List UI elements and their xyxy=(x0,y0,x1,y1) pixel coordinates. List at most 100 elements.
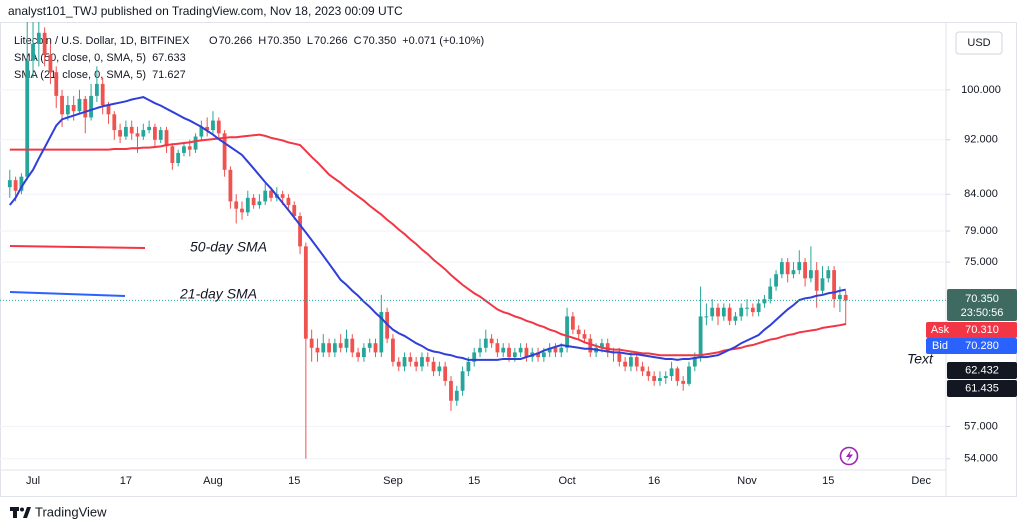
candle-body xyxy=(460,371,465,391)
y-tick-label: 75.000 xyxy=(964,256,998,268)
candle-body xyxy=(553,347,558,353)
y-tick-label: 100.000 xyxy=(961,84,1001,96)
candle-body xyxy=(60,95,64,115)
annotation-sma50: 50-day SMA xyxy=(190,239,267,255)
candle-body xyxy=(94,83,99,96)
candle-body xyxy=(414,361,419,367)
x-tick-label: Dec xyxy=(911,475,931,487)
candle-body xyxy=(437,366,442,372)
candle-body xyxy=(367,343,372,348)
candle-body xyxy=(391,338,395,362)
last-price: 70.350 xyxy=(965,293,999,305)
candle-body xyxy=(512,352,517,358)
legend-ohlc-value: 70.266 xyxy=(314,35,348,47)
candle-body xyxy=(582,334,587,339)
candle-body xyxy=(257,201,262,206)
last-price-tag xyxy=(947,289,1017,321)
candle-body xyxy=(89,95,93,118)
candle-body xyxy=(756,303,761,313)
candle-body xyxy=(536,352,540,358)
bid-tag xyxy=(926,338,1017,354)
candle-body xyxy=(135,133,140,137)
candle-body xyxy=(402,357,407,367)
candle-body xyxy=(303,246,308,339)
candle-body xyxy=(843,294,848,301)
candle-body xyxy=(158,130,163,140)
annotation-sma21: 21-day SMA xyxy=(179,286,257,302)
chart-frame xyxy=(0,22,1017,497)
candle-body xyxy=(141,130,146,137)
candle-body xyxy=(727,307,732,321)
candle-body xyxy=(739,307,744,317)
candle-body xyxy=(687,366,691,384)
ask-label: Ask xyxy=(931,324,950,336)
candle-body xyxy=(176,152,181,164)
candle-body xyxy=(785,262,790,275)
candle-body xyxy=(588,338,593,353)
replay-icon xyxy=(839,446,859,466)
candle-body xyxy=(420,357,424,367)
candle-body xyxy=(774,274,778,287)
candle-body xyxy=(118,130,122,137)
candle-body xyxy=(280,194,285,198)
legend-ohlc: O 70.266 H 70.350 L 70.266 C 70.350 +0.071 (+0.1… xyxy=(209,35,484,47)
sma-line xyxy=(9,133,846,357)
legend-symbol: Litecoin / U.S. Dollar, 1D, BITFINEX xyxy=(14,35,190,47)
annotation-text: Text xyxy=(907,351,934,367)
candle-body xyxy=(489,338,494,344)
candle-body xyxy=(269,190,273,198)
level-price: 62.432 xyxy=(965,364,999,376)
candle-body xyxy=(431,361,436,372)
x-tick-label: 17 xyxy=(120,475,132,487)
legend-change: +0.071 (+0.10%) xyxy=(402,35,484,47)
candle-body xyxy=(153,126,157,140)
candle-body xyxy=(791,270,796,275)
candle-body xyxy=(54,72,59,96)
level-tag xyxy=(947,380,1017,397)
candle-body xyxy=(379,312,384,353)
y-tick-label: 84.000 xyxy=(964,188,998,200)
legend-sma50-name: SMA (50, close, 0, SMA, 5) xyxy=(14,52,146,64)
brand: TradingView xyxy=(10,504,107,519)
x-tick-label: Sep xyxy=(383,475,403,487)
legend: Litecoin / U.S. Dollar, 1D, BITFINEX O 70… xyxy=(14,35,484,81)
candle-body xyxy=(501,347,506,353)
candle-body xyxy=(640,366,645,372)
candle-body xyxy=(292,205,297,217)
candle-body xyxy=(245,197,250,213)
candle-body xyxy=(48,54,53,73)
currency-button[interactable] xyxy=(955,31,1003,55)
candle-body xyxy=(507,347,511,358)
candle-body xyxy=(356,352,360,358)
candle-body xyxy=(495,343,500,353)
candle-body xyxy=(164,130,169,147)
candle-body xyxy=(211,120,215,131)
price-tags: 70.350 23:50:56 Ask 70.310 Bid 70.280 62… xyxy=(926,289,1017,397)
ask-price: 70.310 xyxy=(965,324,999,336)
candle-body xyxy=(170,146,175,164)
published-header: analyst101_TWJ published on TradingView.… xyxy=(8,4,403,18)
candle-body xyxy=(65,105,70,115)
candle-body xyxy=(350,338,355,353)
x-tick-label: Nov xyxy=(737,475,757,487)
candle-body xyxy=(832,270,837,300)
legend-ohlc-key: H xyxy=(258,35,266,47)
sma-line xyxy=(9,96,846,361)
bar-countdown: 23:50:56 xyxy=(961,307,1004,319)
candle-body xyxy=(808,270,813,279)
candle-body xyxy=(750,307,755,313)
candle-body xyxy=(524,347,529,358)
candle-body xyxy=(454,390,459,401)
bid-label: Bid xyxy=(932,340,948,352)
candle-body xyxy=(332,343,337,353)
candle-body xyxy=(721,307,726,317)
candle-body xyxy=(100,83,105,106)
level-tag xyxy=(947,362,1017,379)
x-tick-label: 15 xyxy=(822,475,834,487)
candle-body xyxy=(541,352,546,358)
candle-body xyxy=(199,126,204,137)
candle-body xyxy=(216,120,221,134)
candle-body xyxy=(13,180,18,191)
candle-body xyxy=(309,338,314,348)
candle-body xyxy=(315,347,320,353)
